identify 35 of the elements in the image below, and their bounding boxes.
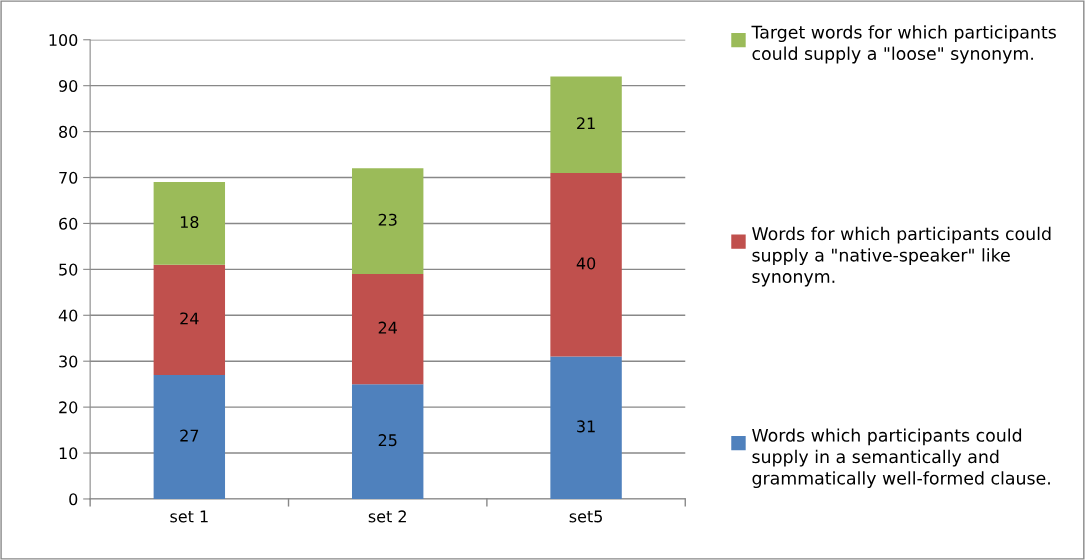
data-label: 31 xyxy=(577,420,595,433)
bar xyxy=(550,76,622,173)
y-tick-label: 50 xyxy=(59,263,78,276)
data-label: 24 xyxy=(180,312,199,325)
data-label: 18 xyxy=(180,215,199,229)
bar xyxy=(153,264,226,375)
y-tick-label: 0 xyxy=(69,493,78,506)
y-tick-label: 30 xyxy=(59,355,78,368)
legend-label: Words which participants could supply in a semantically and grammatically well-formed clause. xyxy=(752,428,1050,489)
x-tick-label: set 2 xyxy=(368,510,406,523)
y-tick-label: 40 xyxy=(58,309,78,322)
x-tick-label: set5 xyxy=(569,510,602,523)
y-tick-label: 80 xyxy=(59,125,78,138)
bar xyxy=(153,374,226,499)
bar xyxy=(351,273,424,385)
bar xyxy=(351,168,424,274)
x-tick-label: set 1 xyxy=(170,510,208,523)
y-tick-label: 20 xyxy=(59,401,78,414)
y-tick-label: 70 xyxy=(59,171,78,184)
data-label: 24 xyxy=(378,321,397,334)
data-label: 23 xyxy=(378,213,397,226)
data-label: 27 xyxy=(180,429,199,442)
legend-label: Words for which participants could supply a "native-speaker" like synonym. xyxy=(752,226,1051,287)
data-label: 40 xyxy=(576,257,596,270)
y-tick-label: 10 xyxy=(59,447,78,460)
bar xyxy=(550,356,622,499)
bar xyxy=(153,182,226,265)
y-tick-label: 90 xyxy=(59,79,78,92)
bar xyxy=(550,172,622,357)
data-label: 25 xyxy=(378,434,397,447)
bar xyxy=(351,384,424,499)
legend-label: Target words for which participants could supply a "loose" synonym. xyxy=(751,25,1056,64)
y-tick-label: 60 xyxy=(59,217,78,230)
y-tick-label: 100 xyxy=(49,33,78,47)
data-label: 21 xyxy=(577,117,595,130)
